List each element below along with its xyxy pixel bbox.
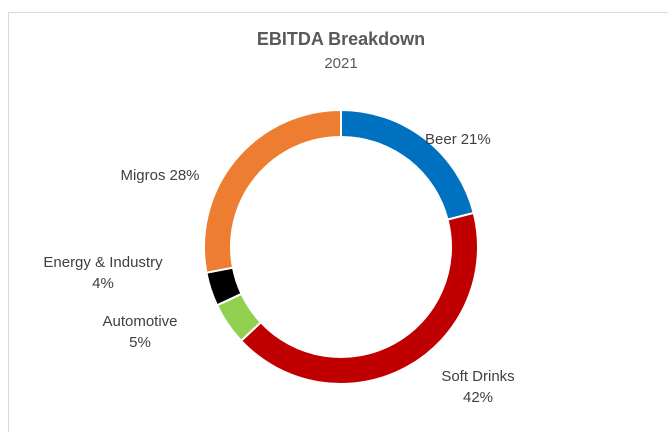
chart-subtitle: 2021	[324, 55, 357, 72]
donut-slice	[203, 108, 342, 274]
slice-label: Migros 28%	[120, 167, 199, 184]
slice-category: Migros	[120, 167, 165, 184]
slice-category: Energy & Industry	[43, 254, 163, 271]
slice-category: Automotive	[102, 313, 177, 330]
slice-category: Beer	[425, 131, 457, 148]
slice-category: Soft Drinks	[441, 368, 514, 385]
slice-value: 42%	[463, 389, 493, 406]
slice-value: 4%	[92, 275, 114, 292]
slice-value: 5%	[129, 334, 151, 351]
slice-label: Automotive 5%	[102, 313, 177, 351]
chart-title: EBITDA Breakdown	[257, 29, 425, 49]
slice-value: 28%	[169, 167, 199, 184]
slice-label: Beer 21%	[425, 131, 491, 148]
slice-value: 21%	[461, 131, 491, 148]
slice-label: Energy & Industry 4%	[43, 254, 163, 292]
slice-label: Soft Drinks 42%	[441, 368, 514, 406]
